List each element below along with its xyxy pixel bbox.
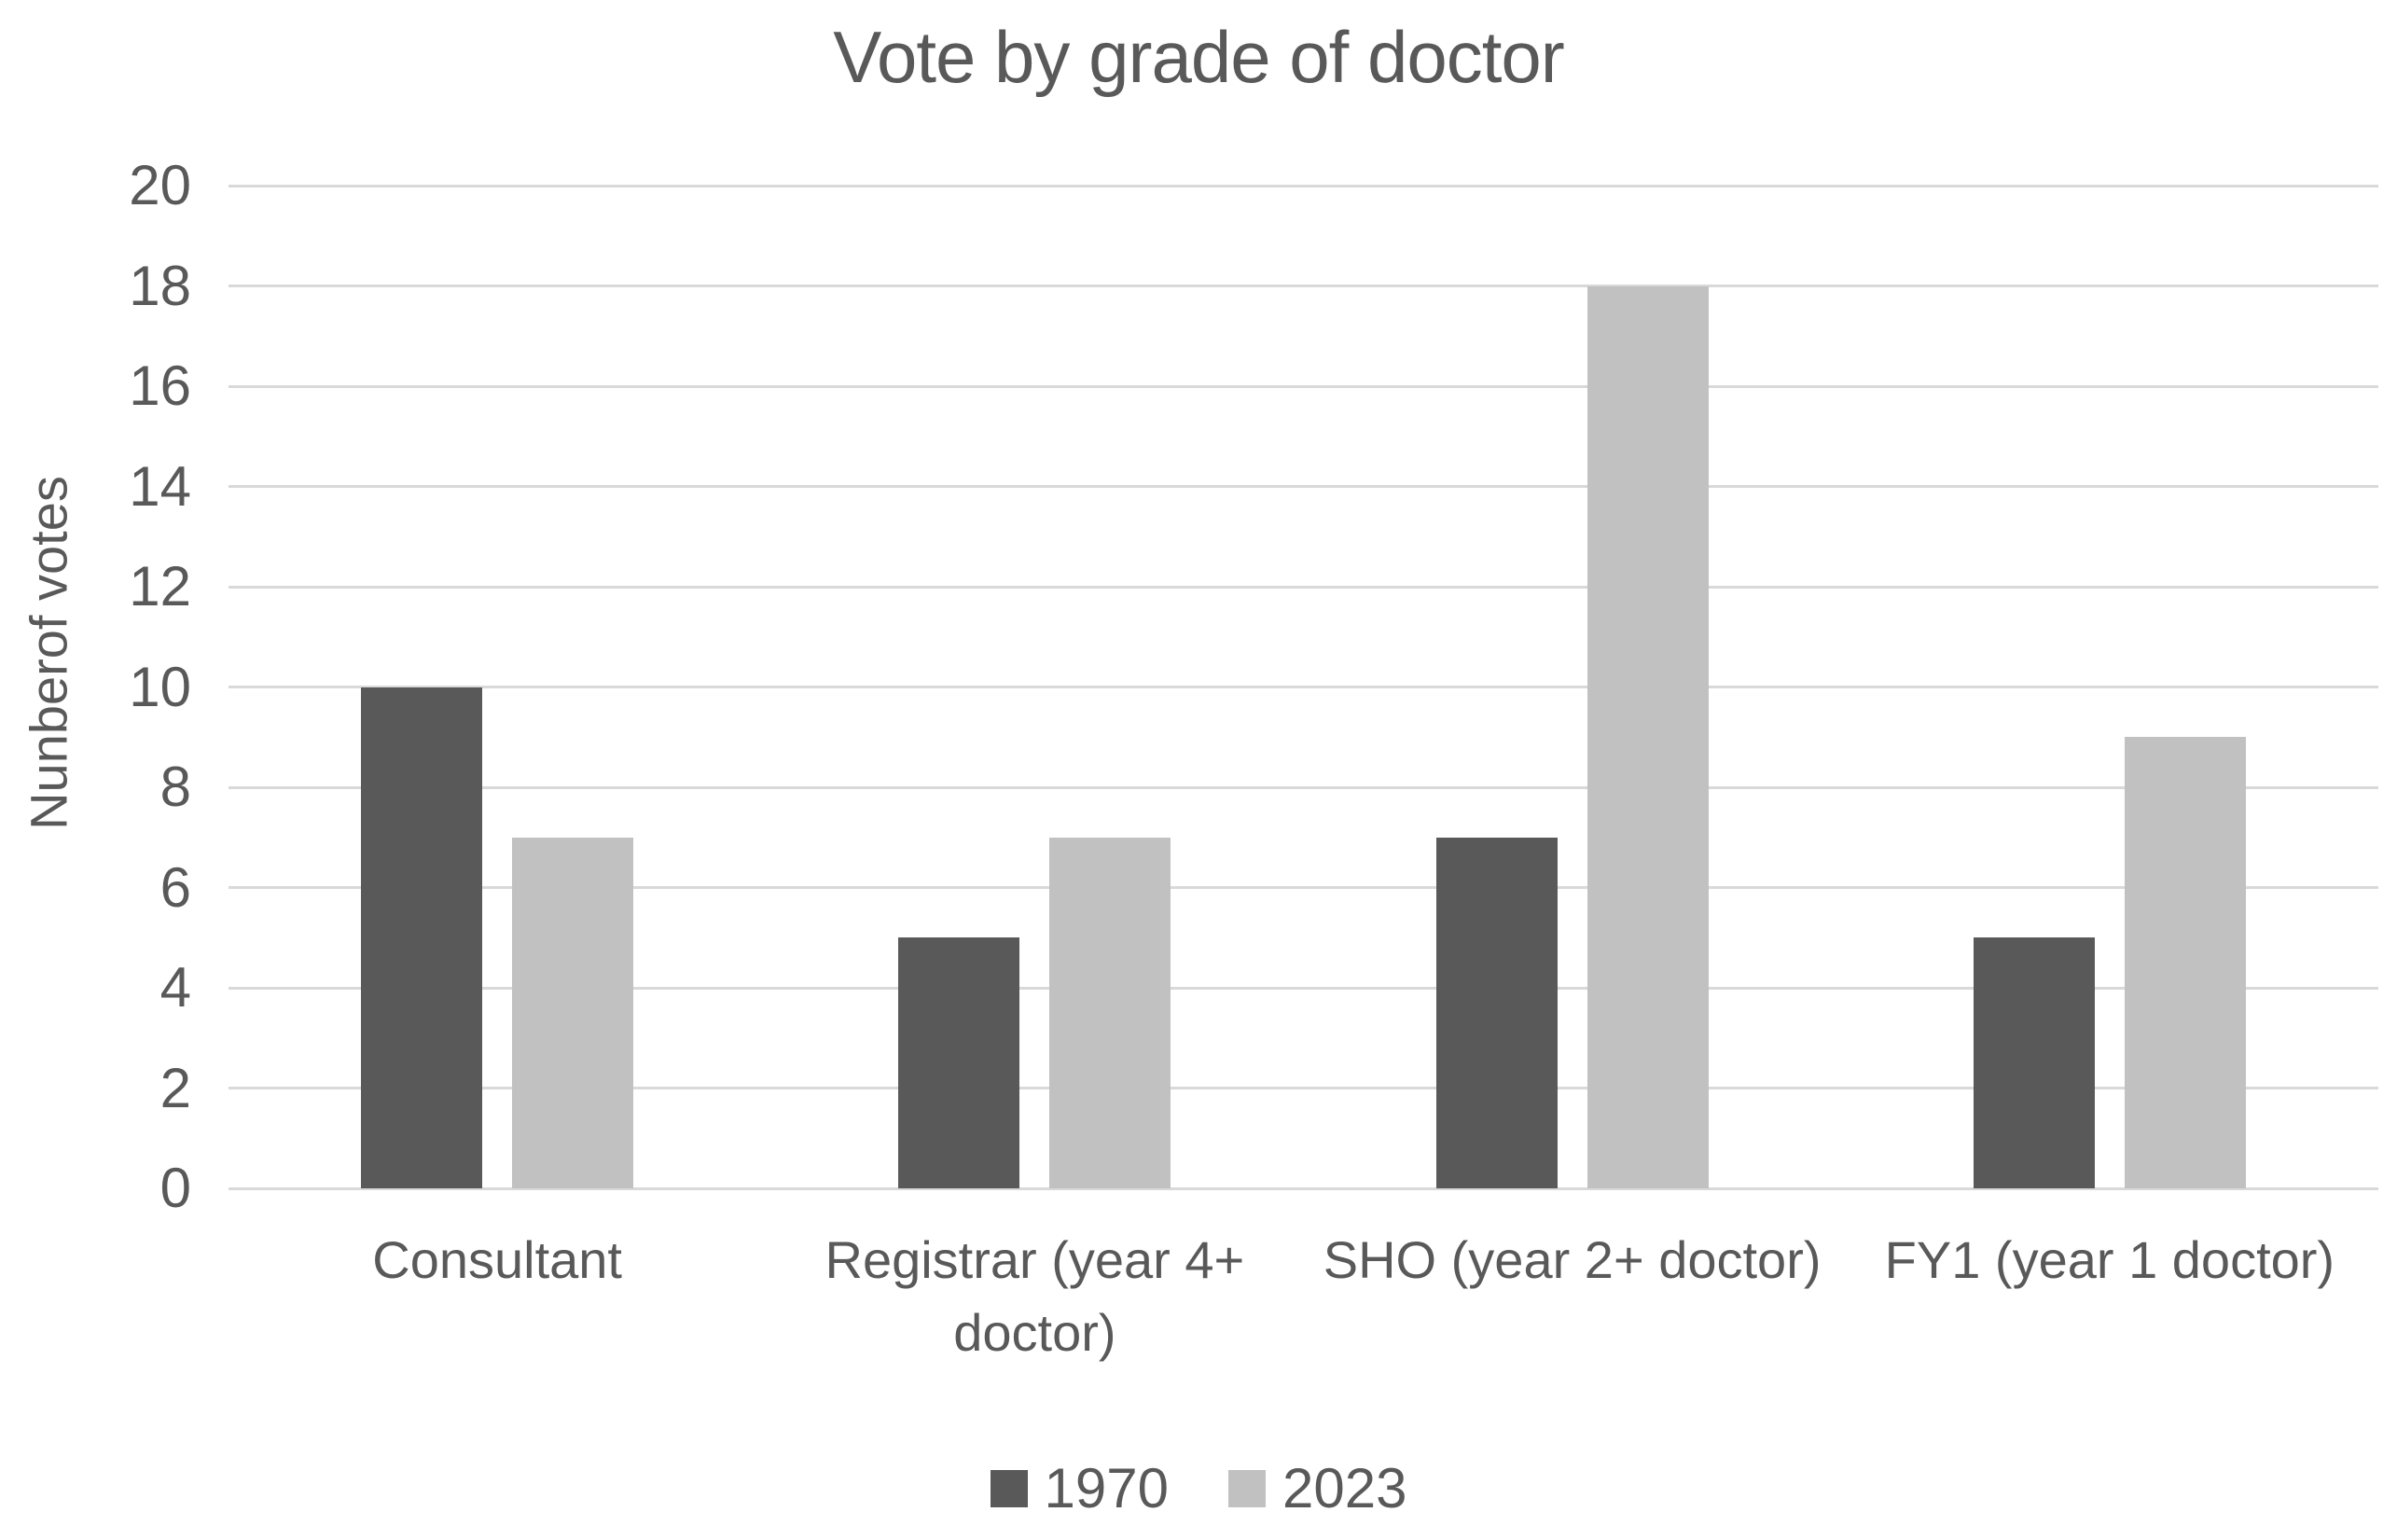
- gridline: [229, 485, 2378, 488]
- gridline: [229, 184, 2378, 187]
- x-category-label: Consultant: [372, 1230, 622, 1289]
- chart-title: Vote by grade of doctor: [833, 16, 1565, 98]
- legend-swatch-icon: [990, 1470, 1028, 1507]
- y-tick-label: 18: [129, 254, 191, 317]
- gridline: [229, 1186, 2378, 1190]
- x-category-label: SHO (year 2+ doctor): [1323, 1230, 1822, 1289]
- x-category-label: FY1 (year 1 doctor): [1884, 1230, 2335, 1289]
- bar-1970-1: [361, 687, 483, 1188]
- gridline: [229, 1087, 2378, 1089]
- y-tick-label: 20: [129, 154, 191, 216]
- bar-1970-3: [1435, 837, 1558, 1188]
- y-tick-label: 8: [159, 756, 191, 818]
- y-tick-label: 6: [159, 855, 191, 919]
- legend-label: 1970: [1044, 1457, 1169, 1519]
- bar-2023-3: [1586, 285, 1709, 1188]
- y-tick-label: 4: [159, 956, 191, 1019]
- y-tick-label: 16: [129, 354, 191, 417]
- legend-item-1970: 1970: [990, 1457, 1169, 1519]
- x-category-label: Registrar (year 4+ doctor): [824, 1230, 1245, 1362]
- bar-2023-4: [2124, 737, 2246, 1188]
- gridline: [229, 986, 2378, 990]
- y-tick-label: 14: [129, 454, 191, 518]
- gridline: [229, 686, 2378, 688]
- y-tick-label: 12: [129, 555, 191, 617]
- legend-item-2023: 2023: [1228, 1461, 1406, 1517]
- gridline: [229, 585, 2378, 589]
- y-tick-label: 0: [159, 1157, 191, 1219]
- y-tick-label: 2: [159, 1056, 191, 1119]
- gridline: [229, 384, 2378, 388]
- bar-1970-4: [1973, 937, 2095, 1188]
- y-tick-label: 10: [129, 655, 191, 718]
- gridline: [229, 886, 2378, 889]
- bar-2023-2: [1049, 837, 1171, 1188]
- gridline: [229, 284, 2378, 287]
- gridline: [229, 785, 2378, 789]
- bar-2023-1: [512, 837, 634, 1188]
- legend: 1970 2023: [0, 1461, 2397, 1517]
- legend-swatch-icon: [1228, 1470, 1266, 1507]
- bar-1970-2: [898, 937, 1020, 1188]
- legend-label: 2023: [1282, 1457, 1407, 1519]
